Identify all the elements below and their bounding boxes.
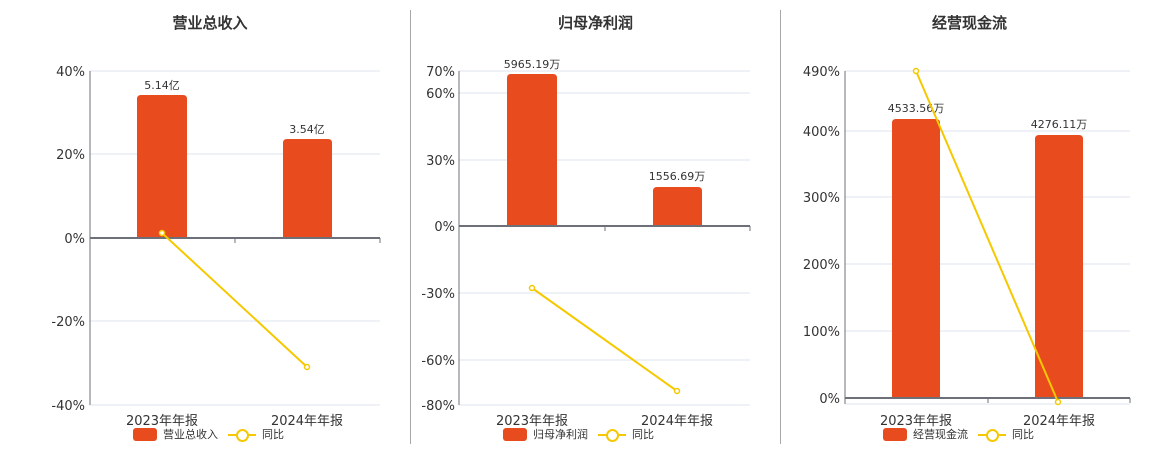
net-profit-chart: 70% 60% 30% 0% -30% -60% -80% 5965.19万 1… (421, 58, 751, 429)
bar-2024[interactable] (653, 187, 702, 226)
y-tick: -60% (421, 354, 455, 369)
y-tick: -80% (421, 399, 455, 414)
bar-2024[interactable] (283, 139, 332, 238)
x-category: 2023年年报 (126, 414, 198, 429)
y-tick: 60% (426, 87, 455, 102)
legend-line-label[interactable]: 同比 (632, 428, 654, 441)
y-tick: 490% (803, 65, 840, 80)
legend-line-icon[interactable] (598, 428, 626, 442)
chart-title: 营业总收入 (172, 14, 248, 32)
legend-bar-swatch[interactable] (503, 427, 527, 441)
x-category: 2024年年报 (271, 414, 343, 429)
yoy-line (531, 287, 678, 392)
bar-label: 5965.19万 (504, 58, 561, 71)
y-tick: 0% (64, 232, 85, 247)
bar-label: 4276.11万 (1031, 118, 1088, 131)
revenue-chart: 40% 20% 0% -20% -40% 5.14亿 3.54亿 2023年年报… (51, 65, 381, 429)
legend-bar-swatch[interactable] (133, 427, 157, 441)
legend-line-icon[interactable] (978, 428, 1006, 442)
panel-divider (780, 10, 781, 444)
yoy-point[interactable] (528, 284, 536, 292)
yoy-point[interactable] (303, 363, 311, 371)
x-category: 2023年年报 (880, 414, 952, 429)
y-tick: 30% (426, 154, 455, 169)
legend-bar-label[interactable]: 归母净利润 (533, 428, 588, 441)
yoy-line (161, 232, 308, 368)
bar-2023[interactable] (892, 119, 940, 398)
bar-2023[interactable] (507, 74, 557, 226)
legend-bar-label[interactable]: 营业总收入 (163, 428, 218, 441)
y-tick: 200% (803, 258, 840, 273)
y-tick: -20% (51, 315, 85, 330)
y-tick: 100% (803, 325, 840, 340)
bar-label: 4533.56万 (888, 102, 945, 115)
chart-panel-net-profit: 归母净利润 70% 60% 30% 0% -30% -60% -80% 5965… (411, 0, 780, 450)
y-tick: 20% (56, 148, 85, 163)
bar-label: 3.54亿 (289, 123, 325, 136)
bar-label: 5.14亿 (144, 79, 180, 92)
yoy-line (915, 70, 1059, 403)
yoy-point[interactable] (1054, 398, 1062, 406)
yoy-point[interactable] (912, 67, 920, 75)
y-tick: 300% (803, 191, 840, 206)
legend: 营业总收入 同比 (133, 426, 284, 442)
bar-2024[interactable] (1035, 135, 1083, 398)
y-tick: -30% (421, 287, 455, 302)
y-tick: 40% (56, 65, 85, 80)
y-tick: 0% (819, 392, 840, 407)
legend: 归母净利润 同比 (503, 426, 654, 442)
x-category: 2023年年报 (496, 414, 568, 429)
chart-title: 归母净利润 (557, 14, 633, 32)
legend-bar-swatch[interactable] (883, 427, 907, 441)
chart-title: 经营现金流 (931, 14, 1007, 32)
y-tick: 70% (426, 65, 455, 80)
y-tick: -40% (51, 399, 85, 414)
legend: 经营现金流 同比 (883, 426, 1034, 442)
yoy-point[interactable] (158, 229, 166, 237)
legend-line-label[interactable]: 同比 (262, 428, 284, 441)
chart-panel-revenue: 营业总收入 40% 20% 0% -20% -40% 5.14亿 3.54亿 2… (0, 0, 410, 450)
bar-label: 1556.69万 (649, 170, 706, 183)
legend-bar-label[interactable]: 经营现金流 (913, 428, 968, 441)
cash-flow-chart: 490% 400% 300% 200% 100% 0% 4533.56万 427… (803, 65, 1131, 429)
y-tick: 0% (434, 220, 455, 235)
yoy-point[interactable] (673, 387, 681, 395)
y-tick: 400% (803, 125, 840, 140)
legend-line-label[interactable]: 同比 (1012, 428, 1034, 441)
legend-line-icon[interactable] (228, 428, 256, 442)
x-category: 2024年年报 (641, 414, 713, 429)
x-category: 2024年年报 (1023, 414, 1095, 429)
panel-divider (410, 10, 411, 444)
bar-2023[interactable] (137, 95, 187, 238)
chart-panel-operating-cash-flow: 经营现金流 490% 400% 300% 200% 100% 0% 4533.5… (781, 0, 1160, 450)
